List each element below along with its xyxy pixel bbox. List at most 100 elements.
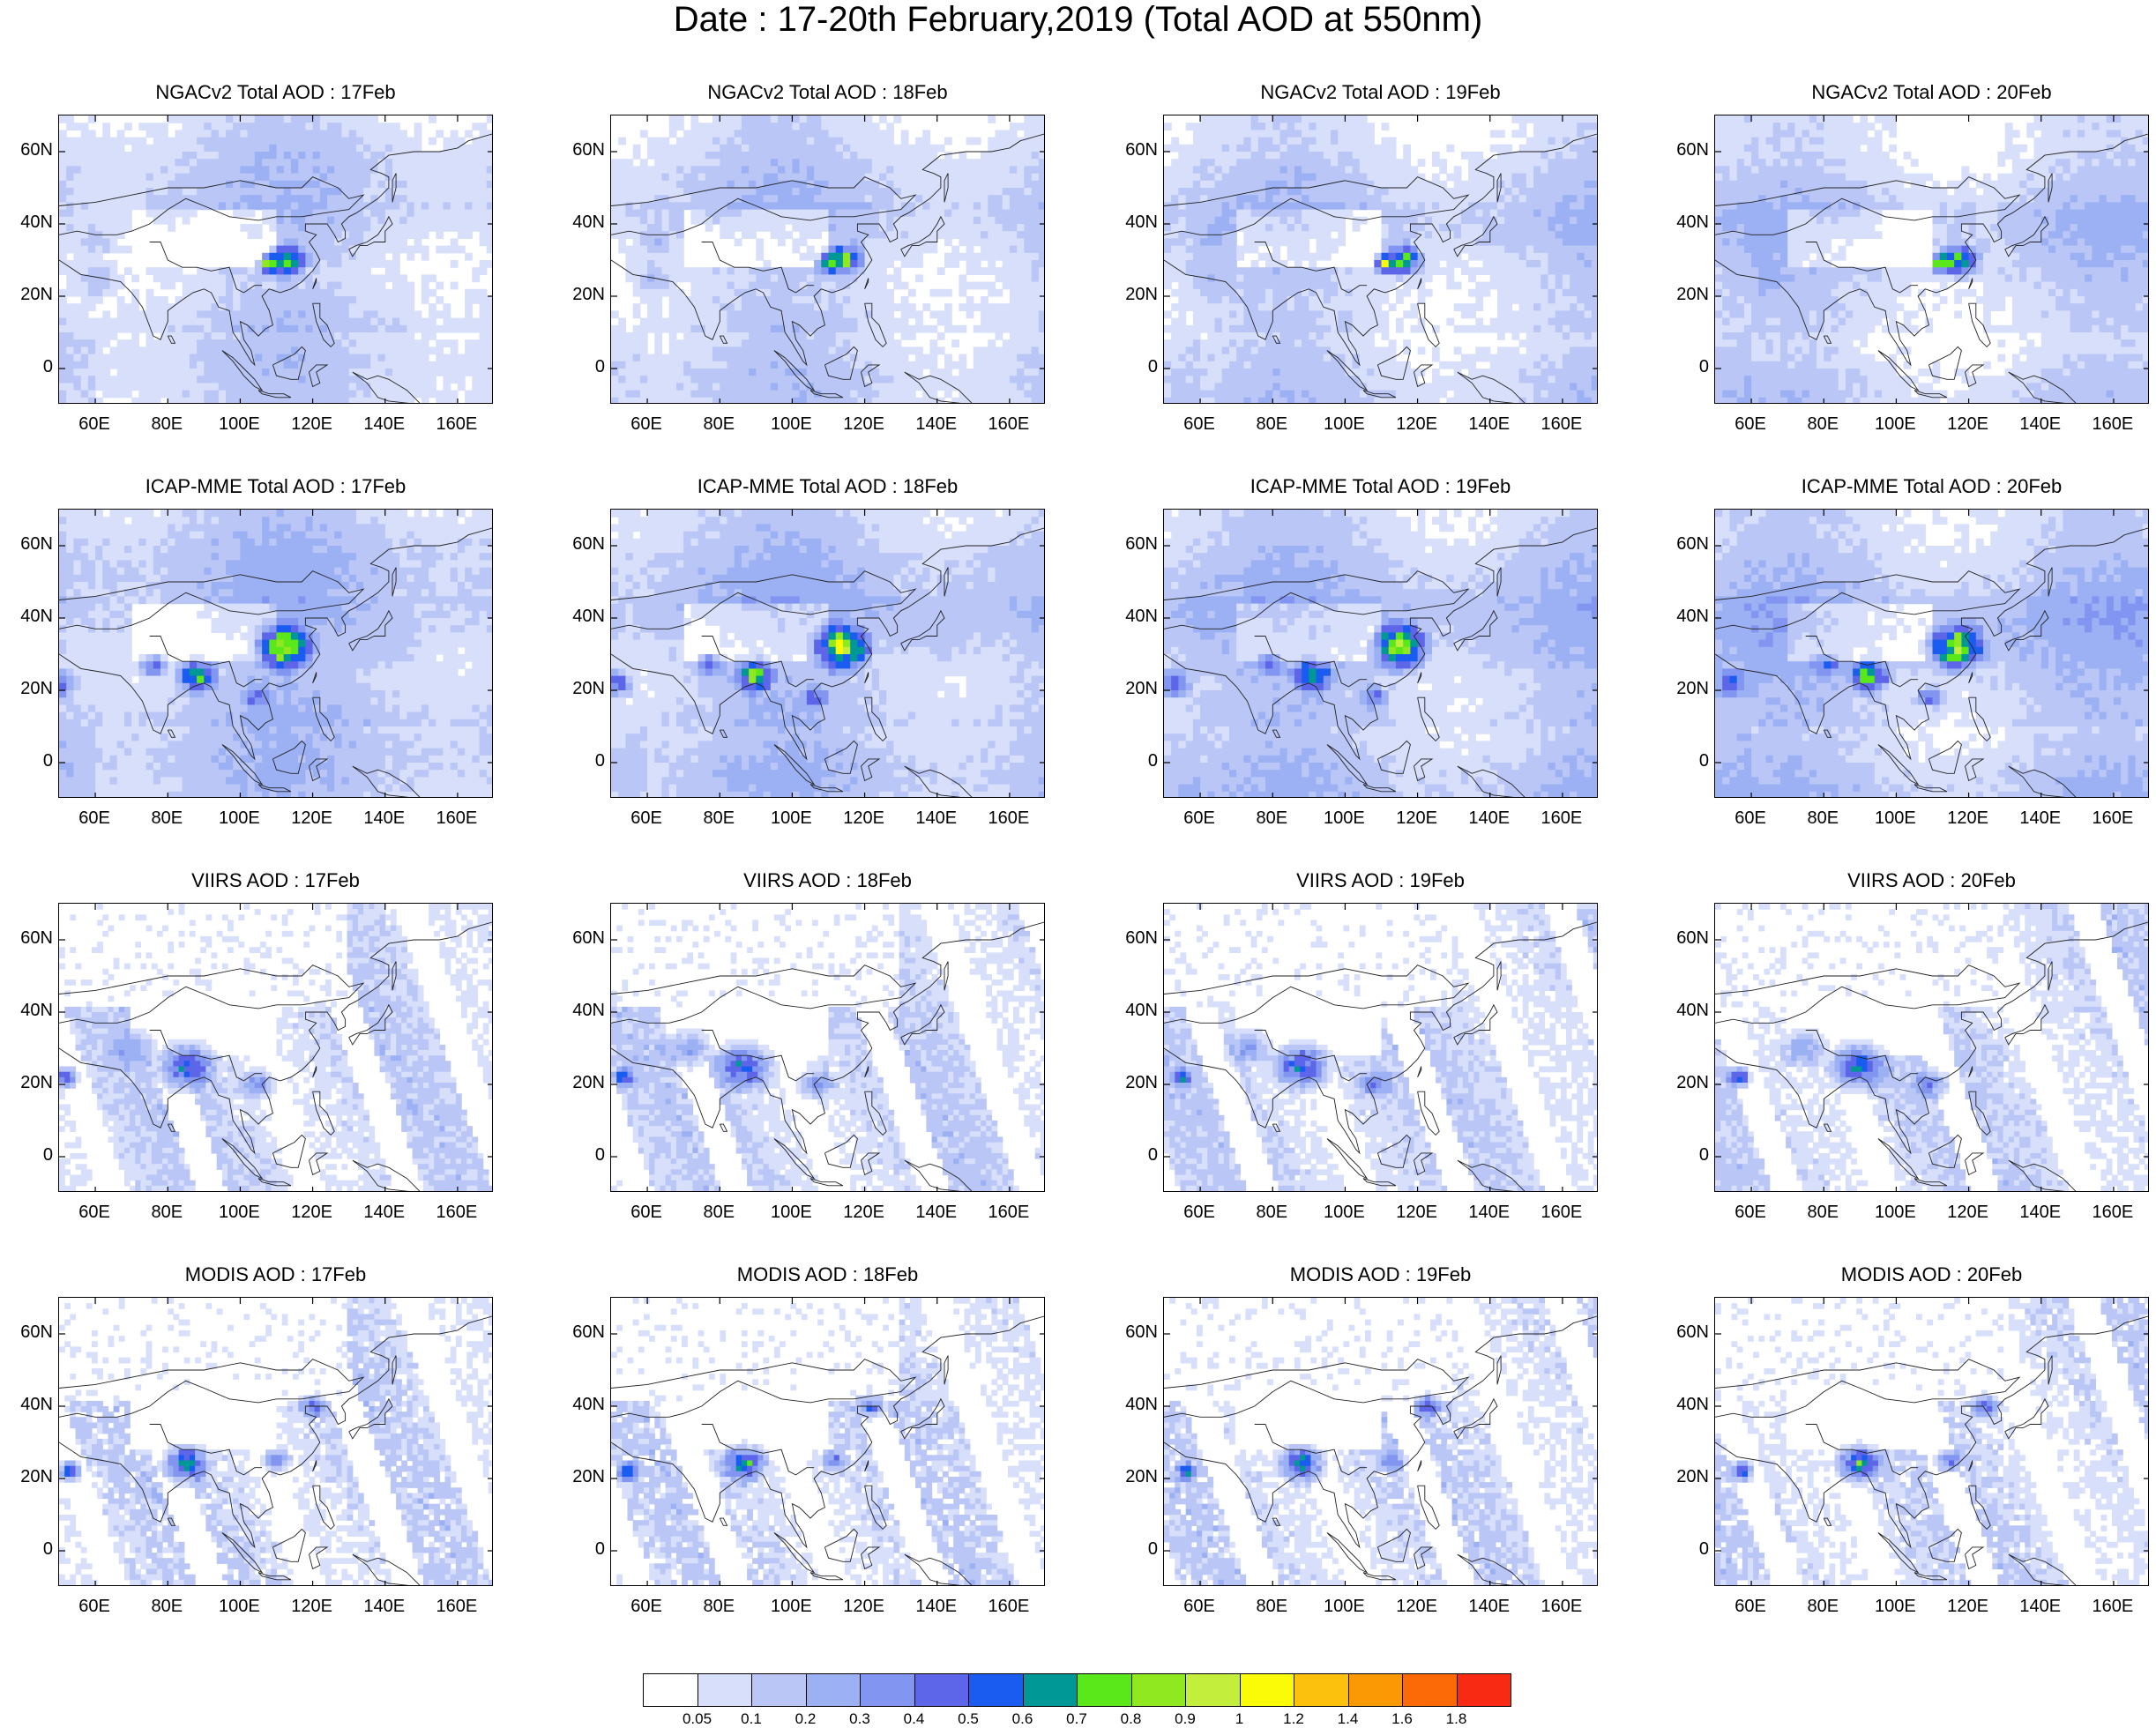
lon-tick-label: 160E [974, 1203, 1044, 1223]
aod-field [59, 904, 493, 1192]
lat-tick-label: 20N [1105, 679, 1158, 699]
lon-tick-label: 60E [1715, 1203, 1786, 1223]
colorbar-swatch [1131, 1673, 1187, 1707]
lon-tick-label: 140E [349, 414, 420, 435]
lon-tick-label: 160E [2078, 414, 2148, 435]
colorbar-swatch [751, 1673, 807, 1707]
lon-tick-label: 120E [829, 1597, 899, 1617]
aod-field [611, 904, 1045, 1192]
lat-tick-label: 40N [0, 1395, 53, 1415]
lat-tick-label: 60N [1105, 1322, 1158, 1343]
lon-tick-label: 60E [1164, 414, 1235, 435]
aod-map [1714, 509, 2149, 798]
aod-map [1163, 509, 1598, 798]
panel-title: ICAP-MME Total AOD : 17Feb [58, 475, 493, 498]
aod-field [611, 1298, 1045, 1586]
aod-map [1714, 1297, 2149, 1586]
lon-tick-label: 100E [204, 808, 274, 829]
colorbar-swatch [698, 1673, 753, 1707]
panel-title: ICAP-MME Total AOD : 19Feb [1163, 475, 1598, 498]
lat-tick-label: 60N [1656, 140, 1709, 160]
coastline [824, 1529, 857, 1561]
aod-map [58, 1297, 493, 1586]
lon-tick-label: 80E [683, 414, 754, 435]
coastline [1966, 1153, 1984, 1175]
lat-tick-label: 40N [1656, 1001, 1709, 1021]
colorbar-label: 0.7 [1050, 1710, 1103, 1728]
lon-tick-label: 140E [2005, 414, 2076, 435]
aod-map [1714, 903, 2149, 1192]
lon-tick-label: 120E [1933, 414, 2003, 435]
lon-tick-label: 140E [1454, 1597, 1525, 1617]
lon-tick-label: 60E [59, 1597, 130, 1617]
lat-tick-label: 40N [0, 212, 53, 233]
colorbar-swatch [1348, 1673, 1404, 1707]
lon-tick-label: 100E [756, 1203, 826, 1223]
lon-tick-label: 120E [1382, 414, 1452, 435]
lon-tick-label: 140E [1454, 1203, 1525, 1223]
aod-map [610, 903, 1045, 1192]
lon-tick-label: 100E [1309, 1203, 1379, 1223]
lon-tick-label: 100E [1860, 808, 1930, 829]
lon-tick-label: 120E [1933, 1203, 2003, 1223]
lon-tick-label: 80E [131, 808, 202, 829]
coastline [1418, 1461, 1421, 1471]
colorbar-swatch [1077, 1673, 1132, 1707]
panel-title: NGACv2 Total AOD : 17Feb [58, 81, 493, 104]
lon-tick-label: 100E [204, 1203, 274, 1223]
colorbar-label: 0.05 [671, 1710, 724, 1728]
lon-tick-label: 80E [1787, 1597, 1858, 1617]
lon-tick-label: 60E [1164, 1597, 1235, 1617]
lon-tick-label: 60E [1715, 1597, 1786, 1617]
lon-tick-label: 120E [277, 1203, 347, 1223]
lon-tick-label: 140E [2005, 1203, 2076, 1223]
lat-tick-label: 20N [0, 1073, 53, 1093]
lon-tick-label: 80E [131, 1203, 202, 1223]
lon-tick-label: 80E [131, 414, 202, 435]
lon-tick-label: 120E [829, 414, 899, 435]
lat-tick-label: 0 [552, 751, 605, 771]
lat-tick-label: 20N [552, 1467, 605, 1487]
lat-tick-label: 0 [552, 357, 605, 377]
panel-title: MODIS AOD : 19Feb [1163, 1263, 1598, 1286]
panel-title: MODIS AOD : 17Feb [58, 1263, 493, 1286]
colorbar-swatch [914, 1673, 970, 1707]
lon-tick-label: 100E [1860, 1203, 1930, 1223]
panel-title: VIIRS AOD : 17Feb [58, 869, 493, 892]
lon-tick-label: 80E [1236, 808, 1307, 829]
lat-tick-label: 60N [1656, 1322, 1709, 1343]
aod-field [59, 1298, 493, 1586]
lon-tick-label: 60E [59, 1203, 130, 1223]
panel-title: VIIRS AOD : 19Feb [1163, 869, 1598, 892]
colorbar-swatch [968, 1673, 1024, 1707]
lat-tick-label: 40N [0, 607, 53, 627]
lat-tick-label: 20N [1656, 1467, 1709, 1487]
lat-tick-label: 60N [0, 534, 53, 555]
lon-tick-label: 80E [683, 1203, 754, 1223]
panel-title: NGACv2 Total AOD : 18Feb [610, 81, 1045, 104]
lon-tick-label: 160E [2078, 1597, 2148, 1617]
aod-map [610, 1297, 1045, 1586]
lat-tick-label: 40N [1105, 607, 1158, 627]
panel-title: VIIRS AOD : 20Feb [1714, 869, 2149, 892]
lon-tick-label: 120E [1382, 1597, 1452, 1617]
lon-tick-label: 60E [611, 414, 682, 435]
aod-map [1163, 903, 1598, 1192]
lon-tick-label: 160E [2078, 808, 2148, 829]
lon-tick-label: 160E [1526, 1203, 1597, 1223]
colorbar-label: 0.3 [833, 1710, 886, 1728]
colorbar-label: 0.5 [942, 1710, 995, 1728]
lon-tick-label: 60E [611, 1597, 682, 1617]
lat-tick-label: 0 [1105, 751, 1158, 771]
colorbar-label: 0.2 [780, 1710, 832, 1728]
lat-tick-label: 0 [1656, 1145, 1709, 1166]
